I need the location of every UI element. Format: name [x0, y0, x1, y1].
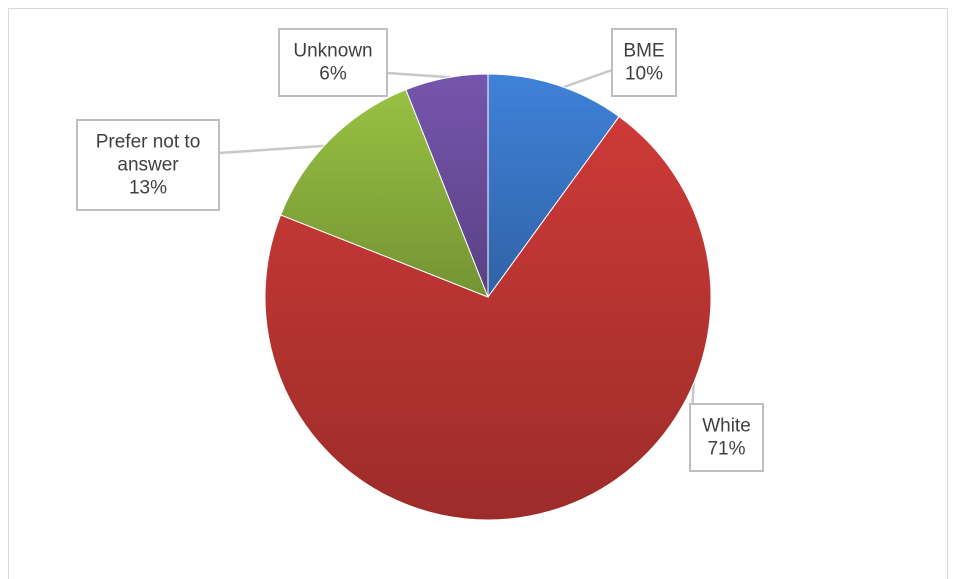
data-label-category: answer	[117, 155, 179, 176]
data-label-percent: 71%	[707, 439, 745, 460]
leader-line	[218, 144, 325, 155]
data-label-percent: 10%	[625, 64, 663, 85]
data-label-box	[76, 119, 220, 211]
leader-line	[563, 68, 613, 89]
data-label-percent: 13%	[129, 178, 167, 199]
pie-slice-unknown	[405, 73, 489, 298]
pie-slice-white	[264, 115, 712, 521]
data-label-category: BME	[623, 41, 664, 62]
data-label-box	[611, 28, 677, 97]
data-label-category: Prefer not to	[96, 132, 201, 153]
data-label-category: Unknown	[293, 41, 372, 62]
data-label-category: White	[702, 416, 751, 437]
data-label-box	[278, 28, 388, 97]
pie-slice-prefer-not-to-answer	[280, 89, 489, 298]
data-label-percent: 6%	[319, 64, 347, 85]
pie-slice-bme	[487, 73, 620, 299]
data-label-box	[689, 403, 764, 472]
leader-line	[386, 71, 451, 79]
